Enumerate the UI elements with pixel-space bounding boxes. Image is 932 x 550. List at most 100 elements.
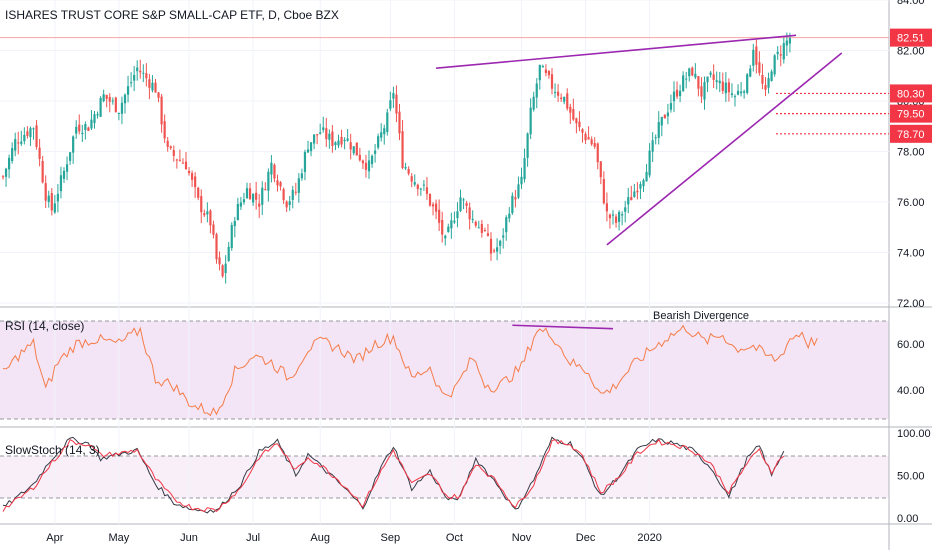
candle-body [72, 136, 75, 153]
rsi-annotation: Bearish Divergence [653, 310, 749, 322]
candle-body [157, 92, 160, 98]
candle-body [416, 184, 419, 190]
candle-body [313, 134, 316, 144]
candle-body [630, 197, 633, 201]
candle-body [322, 127, 325, 131]
candle-body [50, 193, 53, 211]
candle-body [505, 217, 508, 233]
candle-body [727, 82, 730, 93]
candle-body [264, 189, 267, 191]
candle-body [532, 96, 535, 110]
candle-body [614, 216, 618, 223]
candle-body [233, 220, 236, 227]
candle-body [218, 257, 221, 265]
month-tick-label: Dec [576, 532, 596, 544]
candle-body [252, 194, 255, 203]
candle-body [489, 238, 493, 254]
candle-body [136, 67, 139, 72]
chart-title: ISHARES TRUST CORE S&P SMALL-CAP ETF, D,… [5, 8, 339, 22]
candle-body [557, 91, 560, 96]
candle-body [468, 207, 471, 220]
candle-body [447, 226, 450, 233]
candle-body [160, 96, 163, 125]
candle-body [236, 203, 239, 220]
candle-body [178, 159, 181, 161]
candle-body [639, 184, 642, 189]
candle-body [392, 93, 395, 99]
candle-body [261, 187, 264, 205]
candle-body [459, 197, 462, 212]
candle-body [282, 189, 285, 201]
candle-body [169, 146, 172, 149]
candle-body [743, 91, 746, 93]
candle-body [660, 116, 663, 126]
candle-body [410, 176, 413, 182]
candle-body [666, 112, 669, 117]
candle-body [700, 86, 703, 97]
candle-body [599, 161, 602, 178]
candle-body [691, 67, 694, 76]
candle-body [358, 154, 361, 161]
candle-body [566, 93, 569, 109]
candle-body [764, 85, 767, 90]
candle-body [32, 128, 35, 130]
candle-body [553, 92, 557, 94]
candle-body [563, 96, 566, 102]
candle-body [782, 43, 785, 60]
candle-body [587, 137, 590, 140]
candle-body [636, 190, 639, 193]
candle-body [29, 128, 32, 138]
candle-body [395, 94, 398, 114]
candle-body [736, 90, 740, 95]
candle-body [8, 157, 11, 170]
candle-body [56, 193, 59, 202]
candle-body [755, 46, 758, 65]
levels-layer [0, 37, 889, 135]
rsi-tick-label: 60.00 [897, 339, 925, 351]
rsi-title: RSI (14, close) [5, 319, 84, 333]
candle-body [770, 71, 773, 81]
candle-body [120, 102, 124, 114]
rsi-band [0, 321, 889, 419]
candle-body [212, 224, 215, 235]
candle-body [450, 220, 453, 229]
candle-body [355, 142, 358, 156]
candle-body [1, 176, 5, 178]
candle-body [337, 140, 340, 146]
candle-body [352, 146, 355, 154]
candle-body [130, 82, 133, 84]
candle-body [788, 38, 791, 44]
wedge-lower-line [606, 52, 843, 246]
price-level-tag [890, 84, 932, 103]
candle-body [194, 176, 197, 188]
candle-body [370, 155, 374, 165]
candle-body [172, 150, 175, 156]
candle-body [679, 90, 682, 96]
candle-body [184, 161, 188, 170]
candle-body [90, 119, 93, 129]
candle-body [69, 152, 72, 161]
candle-body [523, 158, 526, 180]
candle-body [239, 202, 242, 207]
candle-body [139, 70, 142, 73]
candle-body [550, 74, 554, 89]
candle-body [694, 73, 697, 78]
candle-body [627, 197, 630, 205]
candle-body [496, 247, 499, 252]
candle-body [688, 68, 691, 77]
candle-body [480, 224, 483, 233]
candle-body [328, 133, 331, 140]
candle-body [456, 211, 459, 219]
stoch-band [0, 456, 889, 498]
candle-body [648, 150, 651, 176]
candle-body [142, 72, 145, 74]
month-tick-label: Nov [512, 532, 532, 544]
candle-body [682, 75, 685, 92]
candle-body [657, 121, 660, 138]
candle-body [419, 188, 422, 190]
candle-body [44, 183, 47, 201]
rsi-tick-label: 40.00 [897, 385, 925, 397]
month-tick-label: Aug [310, 532, 330, 544]
